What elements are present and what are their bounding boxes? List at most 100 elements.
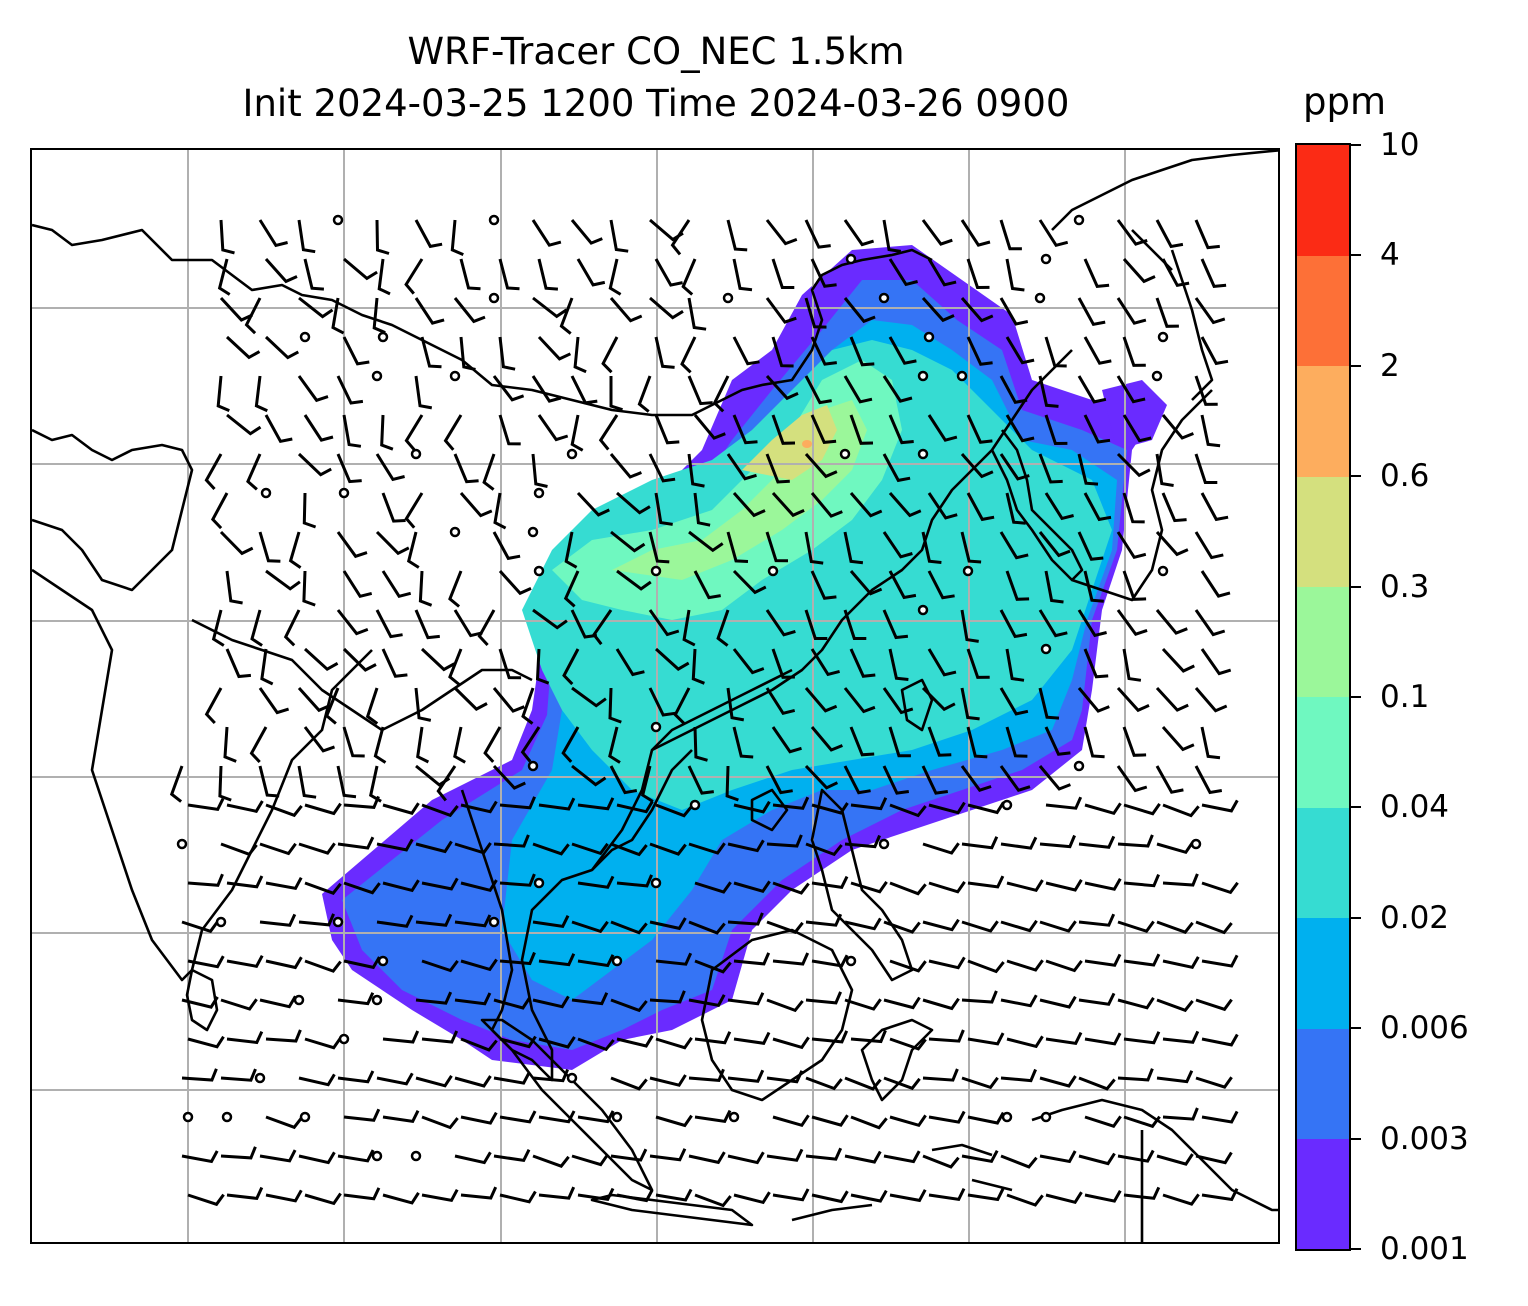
- wind-barb: [448, 648, 463, 686]
- wind-barb: [571, 920, 609, 934]
- wind-barb: [889, 881, 927, 896]
- wind-barb: [259, 913, 297, 927]
- wind-barb: [1077, 687, 1110, 713]
- wind-barb: [1162, 1107, 1199, 1121]
- wind-barb: [559, 297, 574, 335]
- wind-barb: [225, 335, 261, 360]
- wind-barb: [492, 531, 521, 561]
- wind-barb: [460, 800, 498, 814]
- wind-barb: [811, 802, 849, 815]
- calm-wind-circle: [371, 994, 383, 1006]
- wind-barb: [1123, 1186, 1161, 1200]
- wind-barb: [381, 648, 408, 678]
- wind-barb: [377, 258, 391, 296]
- wind-barb: [220, 998, 258, 1011]
- wind-barb: [460, 958, 498, 972]
- wind-barb: [577, 875, 615, 889]
- wind-barb: [810, 336, 837, 366]
- colorbar-tick-label: 0.6: [1380, 458, 1430, 495]
- colorbar-tick: [1351, 806, 1361, 809]
- calm-wind-circle: [533, 487, 545, 499]
- wind-barb: [637, 375, 652, 413]
- wind-barb: [1194, 219, 1220, 250]
- wind-barb: [727, 1151, 765, 1165]
- wind-barb: [726, 687, 745, 722]
- wind-barb: [454, 914, 492, 928]
- wind-barb: [681, 258, 697, 296]
- wind-barb: [226, 1030, 264, 1045]
- wind-barb: [927, 648, 957, 677]
- colorbar-unit-label: ppm: [1303, 80, 1387, 123]
- wind-barb: [337, 1149, 375, 1163]
- wind-barb: [493, 997, 531, 1010]
- wind-barb: [882, 219, 902, 253]
- calm-wind-circle: [332, 214, 344, 226]
- wind-barb: [375, 219, 390, 255]
- wind-barb: [532, 1069, 569, 1083]
- calm-wind-circle: [260, 487, 272, 499]
- calm-wind-circle: [338, 487, 350, 499]
- calm-wind-circle: [293, 994, 305, 1006]
- calm-wind-circle: [767, 565, 779, 577]
- wind-barb: [805, 1076, 843, 1091]
- wind-barb: [576, 491, 610, 517]
- wind-barb: [538, 797, 576, 811]
- wind-barb: [342, 726, 365, 758]
- wind-barb: [1084, 953, 1122, 967]
- calm-wind-circle: [845, 955, 857, 967]
- wind-barb: [888, 648, 909, 681]
- wind-barb: [649, 1074, 687, 1087]
- wind-barb: [304, 802, 342, 816]
- china-coast: [651, 349, 1073, 752]
- wind-barb: [577, 797, 615, 811]
- colorbar-tick-label: 0.04: [1380, 789, 1450, 826]
- wind-barb: [1006, 959, 1044, 972]
- wind-barb: [264, 258, 298, 284]
- wind-barb: [616, 491, 651, 515]
- wind-barb: [1162, 1193, 1200, 1206]
- calm-wind-circle: [917, 370, 929, 382]
- wind-barb: [616, 1189, 654, 1203]
- wind-barb: [805, 991, 842, 1005]
- wind-barb: [302, 570, 316, 607]
- wind-barb: [1083, 258, 1110, 289]
- wind-barb: [535, 648, 550, 685]
- contour-level-0.6: [802, 440, 812, 448]
- wind-barb: [1039, 1150, 1077, 1164]
- wind-barb: [1195, 1151, 1233, 1165]
- calm-wind-circle: [332, 916, 344, 928]
- wind-barb: [889, 1114, 927, 1128]
- calm-wind-circle: [650, 721, 662, 733]
- wind-barb: [415, 840, 453, 854]
- wind-barb: [561, 726, 580, 763]
- calm-wind-circle: [1034, 292, 1046, 304]
- wind-barb: [459, 336, 476, 371]
- calm-wind-circle: [650, 565, 662, 577]
- calm-wind-circle: [566, 448, 578, 460]
- wind-barb: [421, 1115, 459, 1130]
- wind-barb: [342, 570, 373, 599]
- wind-barb: [375, 453, 405, 482]
- wind-barb: [928, 801, 966, 815]
- wind-barb: [337, 836, 375, 850]
- wind-barb: [811, 875, 849, 889]
- wind-barb: [304, 959, 342, 973]
- wind-barb: [259, 1149, 297, 1163]
- colorbar-segment: [1297, 917, 1349, 1029]
- wind-barb: [1039, 995, 1077, 1009]
- wind-barb: [1155, 609, 1188, 635]
- wind-barb: [365, 687, 379, 725]
- wind-barb: [1039, 920, 1077, 933]
- wind-barb: [1039, 834, 1076, 849]
- wind-barb: [1005, 336, 1035, 365]
- wind-barb: [844, 834, 881, 849]
- wind-barb: [889, 1189, 927, 1203]
- calm-wind-circle: [338, 1033, 350, 1045]
- vietnam-coast: [590, 668, 793, 871]
- wind-barb: [649, 917, 687, 931]
- wind-barb: [712, 375, 730, 413]
- wind-barb: [1200, 726, 1221, 760]
- wind-barb: [531, 219, 562, 247]
- wind-barb: [1005, 414, 1035, 443]
- wind-barb: [1045, 879, 1083, 892]
